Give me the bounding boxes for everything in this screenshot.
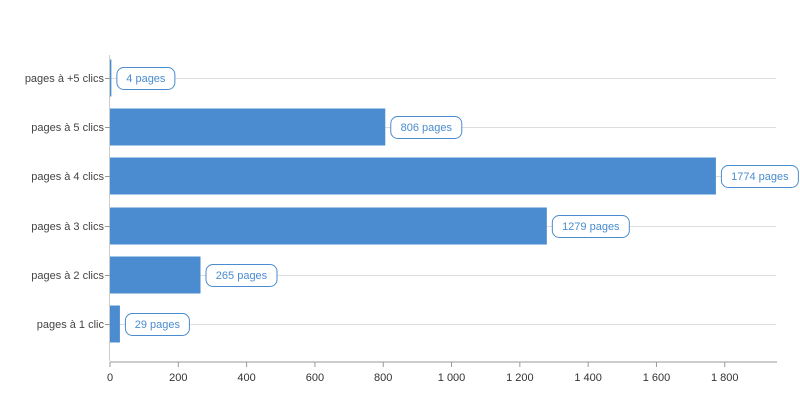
x-tick-label: 600 bbox=[306, 372, 324, 384]
data-label: 29 pages bbox=[124, 313, 190, 336]
x-tick-label: 800 bbox=[374, 372, 392, 384]
category-labels: pages à +5 clics pages à 5 clics pages à 4… bbox=[25, 73, 110, 331]
data-label-box bbox=[205, 264, 278, 287]
bar bbox=[110, 59, 112, 97]
data-labels: 4 pages 806 pages 1774 pages 1279 pages 265 … bbox=[116, 67, 799, 336]
bar bbox=[110, 305, 120, 343]
bar bbox=[110, 256, 201, 294]
data-label-box bbox=[124, 313, 190, 336]
category-label: pages à 5 clics bbox=[31, 122, 104, 134]
data-label: 265 pages bbox=[205, 264, 278, 287]
data-label-box bbox=[720, 165, 799, 188]
x-tick-label: 1 200 bbox=[506, 372, 534, 384]
data-label: 1774 pages bbox=[720, 165, 799, 188]
data-label-text: 4 pages bbox=[126, 73, 166, 85]
x-tick-label: 1 400 bbox=[574, 372, 602, 384]
bars bbox=[110, 59, 716, 343]
data-label-box bbox=[551, 215, 630, 238]
category-label: pages à 4 clics bbox=[31, 171, 104, 183]
category-label: pages à +5 clics bbox=[25, 73, 105, 85]
bar bbox=[110, 207, 547, 245]
bar bbox=[110, 157, 716, 195]
data-label-box bbox=[116, 67, 176, 90]
data-label: 1279 pages bbox=[551, 215, 630, 238]
x-tick-label: 1 800 bbox=[711, 372, 739, 384]
category-label: pages à 1 clic bbox=[37, 319, 105, 331]
x-tick-label: 1 600 bbox=[643, 372, 671, 384]
data-label-text: 29 pages bbox=[135, 319, 181, 331]
data-label-box bbox=[390, 116, 463, 139]
bar bbox=[110, 108, 386, 146]
x-tick-label: 1 000 bbox=[438, 372, 466, 384]
data-label: 4 pages bbox=[116, 67, 176, 90]
data-label: 806 pages bbox=[390, 116, 463, 139]
x-axis: 0 200 400 600 800 1 000 1 200 1 400 1 600 1 800 bbox=[107, 55, 777, 384]
data-label-text: 1774 pages bbox=[731, 171, 789, 183]
category-label: pages à 3 clics bbox=[31, 221, 104, 233]
data-label-text: 265 pages bbox=[216, 270, 268, 282]
x-tick-label: 0 bbox=[107, 372, 113, 384]
x-tick-label: 400 bbox=[237, 372, 255, 384]
category-label: pages à 2 clics bbox=[31, 270, 104, 282]
x-tick-label: 200 bbox=[169, 372, 187, 384]
data-label-text: 806 pages bbox=[401, 122, 453, 134]
data-label-text: 1279 pages bbox=[562, 221, 620, 233]
